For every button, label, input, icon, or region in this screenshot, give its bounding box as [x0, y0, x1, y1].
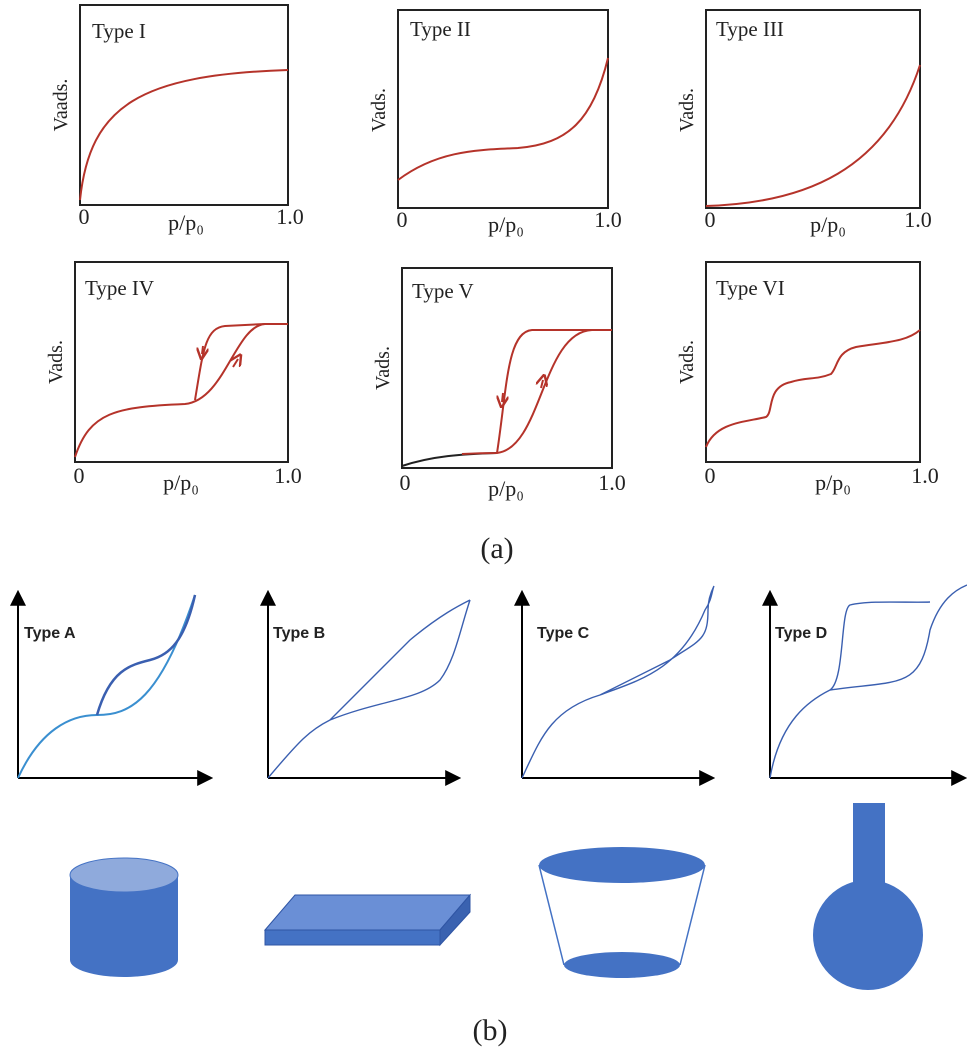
desorption-branch	[497, 330, 592, 453]
x-axis-label: p/p₀	[163, 470, 199, 495]
adsorption-branch	[462, 330, 612, 454]
plot-title: Type C	[537, 625, 590, 642]
cone-bottom	[564, 952, 680, 978]
x-axis-label: p/p₀	[488, 476, 524, 501]
plot-title: Type VI	[716, 276, 785, 300]
x-start-label: 0	[79, 204, 90, 229]
y-axis-label: Vads.	[676, 88, 698, 132]
x-start-label: 0	[705, 207, 716, 232]
y-axis-label: Vads.	[676, 340, 698, 384]
plot-title: Type IV	[85, 276, 154, 300]
y-axis-label: Vads.	[368, 88, 390, 132]
arrow	[233, 359, 238, 367]
y-axis-label: Vaads.	[50, 79, 72, 132]
flask-body	[813, 880, 923, 990]
pore-shapes	[70, 803, 923, 990]
hysteresis-curve	[18, 595, 195, 778]
x-end-label: 1.0	[594, 207, 622, 232]
cylinder-top	[70, 858, 178, 892]
isotherm-curve	[706, 65, 920, 206]
x-start-label: 0	[74, 463, 85, 488]
x-end-label: 1.0	[598, 470, 626, 495]
x-axis-label: p/p₀	[168, 210, 204, 235]
panel-a-text: Type I Type II Type III Type IV Type V T…	[45, 17, 939, 565]
x-axis-label: p/p₀	[810, 212, 846, 237]
plot-title: Type I	[92, 19, 146, 43]
isotherm-curve	[80, 70, 288, 200]
hysteresis-loop	[97, 595, 195, 715]
hysteresis-curve	[770, 585, 967, 778]
caption: (a)	[480, 532, 513, 565]
y-axis-label: Vads.	[372, 346, 394, 390]
x-end-label: 1.0	[911, 463, 939, 488]
panel-b-curves	[18, 585, 967, 778]
x-start-label: 0	[705, 463, 716, 488]
cone-top	[539, 847, 705, 883]
x-axis-label: p/p₀	[815, 470, 851, 495]
arrow	[502, 393, 503, 402]
panel-b-axes	[18, 593, 964, 778]
y-axis-label: Vads.	[45, 340, 67, 384]
figure: Type I Type II Type III Type IV Type V T…	[0, 0, 967, 1048]
slab-front	[265, 930, 440, 945]
isotherm-start	[402, 453, 497, 466]
plot-title: Type D	[775, 625, 827, 642]
adsorption-branch	[75, 324, 288, 457]
x-end-label: 1.0	[904, 207, 932, 232]
plot-title: Type B	[273, 625, 325, 642]
plot-title: Type A	[24, 625, 76, 642]
x-axis-label: p/p₀	[488, 212, 524, 237]
slab-top	[265, 895, 470, 930]
x-end-label: 1.0	[276, 204, 304, 229]
x-end-label: 1.0	[274, 463, 302, 488]
caption: (b)	[473, 1014, 508, 1047]
isotherm-curve	[398, 58, 608, 180]
x-start-label: 0	[400, 470, 411, 495]
arrow	[541, 380, 543, 388]
arrow	[202, 346, 203, 354]
x-start-label: 0	[397, 207, 408, 232]
plot-title: Type III	[716, 17, 784, 41]
hysteresis-curve	[522, 586, 714, 778]
plot-title: Type II	[410, 17, 471, 41]
flask-neck	[853, 803, 885, 883]
isotherm-curve	[706, 330, 920, 447]
plot-title: Type V	[412, 279, 474, 303]
